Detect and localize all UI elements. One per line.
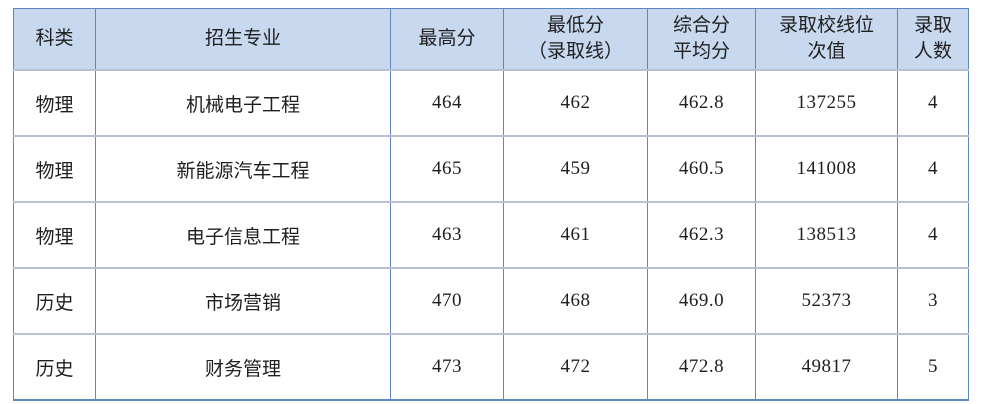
- cell-max-score: 470: [390, 267, 504, 335]
- scores-table-container: 科类 招生专业 最高分 最低分 （录取线） 综合分 平均分 录取校线位 次值 录…: [13, 8, 969, 401]
- cell-min-score: 468: [503, 267, 648, 335]
- cell-min-score: 461: [503, 201, 648, 269]
- cell-rank-value: 49817: [755, 333, 898, 400]
- column-header-rank-value: 录取校线位 次值: [755, 8, 898, 71]
- cell-rank-value: 138513: [755, 201, 898, 269]
- cell-admitted-count: 4: [897, 69, 969, 137]
- cell-min-score: 472: [503, 333, 648, 400]
- cell-major: 市场营销: [95, 267, 391, 335]
- cell-max-score: 465: [390, 135, 504, 203]
- table-body: 物理 机械电子工程 464 462 462.8 137255 4 物理 新能源汽…: [13, 69, 969, 400]
- cell-rank-value: 141008: [755, 135, 898, 203]
- cell-rank-value: 52373: [755, 267, 898, 335]
- column-header-admitted-count: 录取 人数: [897, 8, 969, 71]
- admission-scores-table: 科类 招生专业 最高分 最低分 （录取线） 综合分 平均分 录取校线位 次值 录…: [13, 8, 969, 401]
- cell-major: 财务管理: [95, 333, 391, 400]
- column-header-subject-category: 科类: [13, 8, 96, 71]
- cell-max-score: 464: [390, 69, 504, 137]
- cell-average-score: 462.3: [647, 201, 756, 269]
- header-row: 科类 招生专业 最高分 最低分 （录取线） 综合分 平均分 录取校线位 次值 录…: [13, 8, 969, 71]
- cell-admitted-count: 5: [897, 333, 969, 400]
- cell-subject-category: 物理: [13, 201, 96, 269]
- cell-min-score: 462: [503, 69, 648, 137]
- column-header-major: 招生专业: [95, 8, 391, 71]
- table-row: 物理 电子信息工程 463 461 462.3 138513 4: [13, 201, 969, 269]
- cell-min-score: 459: [503, 135, 648, 203]
- cell-admitted-count: 4: [897, 201, 969, 269]
- cell-rank-value: 137255: [755, 69, 898, 137]
- cell-admitted-count: 3: [897, 267, 969, 335]
- table-row: 历史 财务管理 473 472 472.8 49817 5: [13, 333, 969, 400]
- cell-max-score: 473: [390, 333, 504, 400]
- table-row: 物理 机械电子工程 464 462 462.8 137255 4: [13, 69, 969, 137]
- column-header-average-score: 综合分 平均分: [647, 8, 756, 71]
- table-row: 历史 市场营销 470 468 469.0 52373 3: [13, 267, 969, 335]
- cell-average-score: 472.8: [647, 333, 756, 400]
- cell-average-score: 469.0: [647, 267, 756, 335]
- column-header-max-score: 最高分: [390, 8, 504, 71]
- cell-major: 新能源汽车工程: [95, 135, 391, 203]
- cell-admitted-count: 4: [897, 135, 969, 203]
- cell-subject-category: 物理: [13, 135, 96, 203]
- cell-subject-category: 物理: [13, 69, 96, 137]
- cell-average-score: 462.8: [647, 69, 756, 137]
- cell-major: 电子信息工程: [95, 201, 391, 269]
- cell-max-score: 463: [390, 201, 504, 269]
- cell-average-score: 460.5: [647, 135, 756, 203]
- cell-major: 机械电子工程: [95, 69, 391, 137]
- table-row: 物理 新能源汽车工程 465 459 460.5 141008 4: [13, 135, 969, 203]
- cell-subject-category: 历史: [13, 333, 96, 400]
- column-header-min-score: 最低分 （录取线）: [503, 8, 648, 71]
- table-header: 科类 招生专业 最高分 最低分 （录取线） 综合分 平均分 录取校线位 次值 录…: [13, 8, 969, 71]
- cell-subject-category: 历史: [13, 267, 96, 335]
